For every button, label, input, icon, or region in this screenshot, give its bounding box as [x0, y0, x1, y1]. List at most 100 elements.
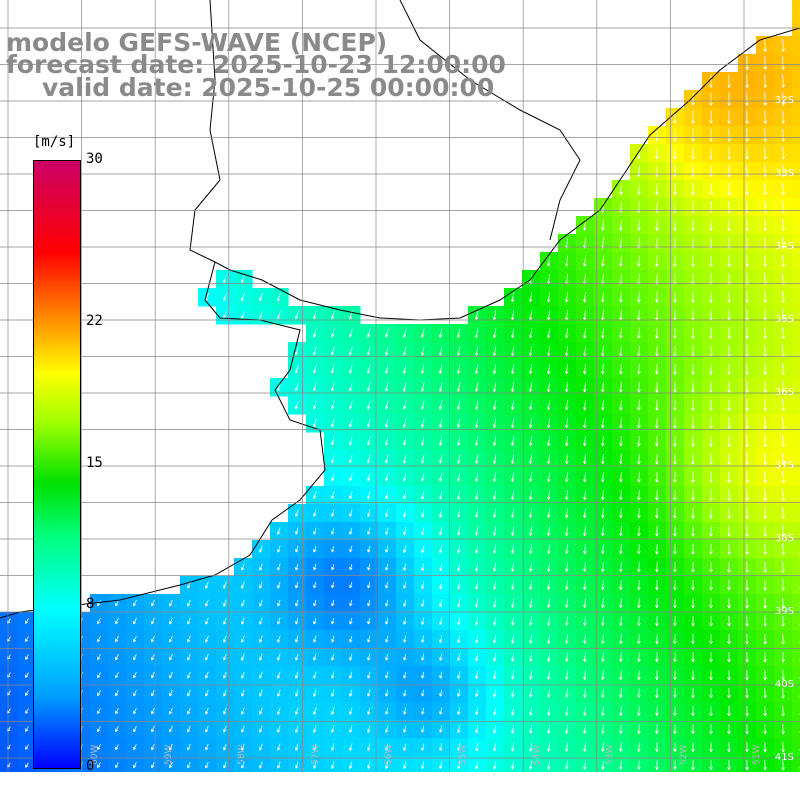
wind-arrow: [727, 651, 731, 663]
wind-arrow: [709, 183, 713, 196]
wind-arrow: [474, 418, 479, 428]
wind-arrow: [637, 255, 641, 267]
wind-arrow: [619, 381, 623, 393]
wind-arrow: [204, 635, 209, 643]
wind-arrow: [97, 672, 101, 679]
lon-label: 59W: [163, 744, 174, 765]
wind-arrow: [510, 508, 515, 518]
speed-cell: [792, 270, 800, 289]
wind-arrow: [727, 724, 731, 735]
wind-arrow: [258, 689, 263, 697]
wind-arrow: [528, 382, 533, 393]
wind-arrow: [348, 382, 353, 392]
wind-arrow: [474, 580, 479, 590]
wind-arrow: [763, 651, 767, 663]
wind-arrow: [97, 690, 101, 697]
wind-arrow: [510, 346, 515, 357]
speed-cell: [792, 504, 800, 523]
wind-arrow: [745, 435, 749, 448]
lat-label: 32S: [774, 95, 794, 106]
wind-arrow: [366, 725, 371, 733]
wind-arrow: [258, 761, 263, 769]
wind-arrow: [510, 742, 515, 752]
wind-arrow: [421, 689, 425, 697]
wind-arrow: [600, 490, 605, 501]
wind-arrow: [709, 381, 713, 393]
speed-cell: [792, 252, 800, 271]
wind-arrow: [115, 744, 119, 751]
wind-arrow: [745, 128, 749, 142]
wind-arrow: [492, 688, 497, 698]
wind-arrow: [709, 164, 713, 178]
wind-arrow: [367, 545, 371, 553]
wind-arrow: [546, 616, 551, 626]
wind-arrow: [745, 597, 749, 609]
wind-arrow: [709, 219, 713, 231]
wind-arrow: [619, 327, 623, 339]
wind-arrow: [709, 471, 713, 483]
wind-arrow: [564, 688, 569, 698]
wind-arrow: [655, 507, 659, 519]
wind-arrow: [691, 363, 695, 375]
wind-arrow: [348, 418, 353, 428]
wind-arrow: [205, 761, 209, 769]
wind-arrow: [25, 690, 29, 696]
wind-arrow: [510, 418, 515, 428]
wind-arrow: [745, 92, 749, 106]
lon-label: 56W: [384, 744, 395, 765]
wind-arrow: [258, 653, 263, 661]
wind-arrow: [312, 653, 317, 661]
wind-arrow: [456, 508, 461, 518]
wind-arrow: [276, 581, 281, 589]
wind-arrow: [97, 708, 101, 715]
wind-arrow: [420, 545, 425, 554]
wind-arrow: [456, 364, 461, 374]
wind-arrow: [420, 761, 425, 769]
wind-arrow: [781, 525, 785, 537]
wind-arrow: [385, 689, 389, 697]
wind-arrow: [97, 654, 101, 661]
wind-arrow: [691, 219, 695, 231]
wind-arrow: [763, 471, 767, 484]
wind-arrow: [367, 581, 371, 589]
wind-arrow: [655, 616, 659, 627]
wind-arrow: [330, 761, 335, 769]
wind-arrow: [312, 346, 317, 356]
wind-arrow: [240, 707, 245, 715]
wind-arrow: [673, 128, 677, 142]
wind-arrow: [583, 724, 587, 734]
wind-arrow: [133, 744, 137, 751]
wind-arrow: [637, 544, 641, 555]
wind-arrow: [187, 743, 191, 751]
wind-arrow: [600, 399, 605, 411]
wind-arrow: [313, 617, 317, 625]
wind-arrow: [582, 526, 587, 537]
wind-arrow: [438, 400, 443, 410]
wind-arrow: [456, 490, 461, 500]
wind-arrow: [294, 725, 299, 733]
wind-arrow: [655, 363, 659, 375]
wind-arrow: [528, 490, 533, 500]
wind-arrow: [222, 761, 227, 769]
wind-arrow: [691, 92, 695, 106]
wind-arrow: [763, 633, 767, 645]
wind-arrow: [691, 489, 695, 501]
wind-arrow: [691, 291, 695, 303]
wind-arrow: [763, 381, 767, 393]
wind-arrow: [492, 310, 497, 321]
wind-arrow: [691, 255, 695, 267]
wind-arrow: [331, 545, 335, 553]
wind-arrow: [25, 618, 29, 624]
wind-arrow: [546, 327, 551, 339]
wind-arrow: [600, 255, 605, 267]
wind-arrow: [456, 635, 461, 644]
wind-arrow: [294, 761, 299, 769]
wind-arrow: [474, 598, 479, 608]
wind-arrow: [709, 92, 713, 106]
wind-arrow: [655, 165, 659, 177]
wind-arrow: [438, 328, 443, 338]
wind-arrow: [745, 381, 749, 393]
wind-arrow: [637, 670, 641, 680]
wind-arrow: [97, 726, 101, 733]
